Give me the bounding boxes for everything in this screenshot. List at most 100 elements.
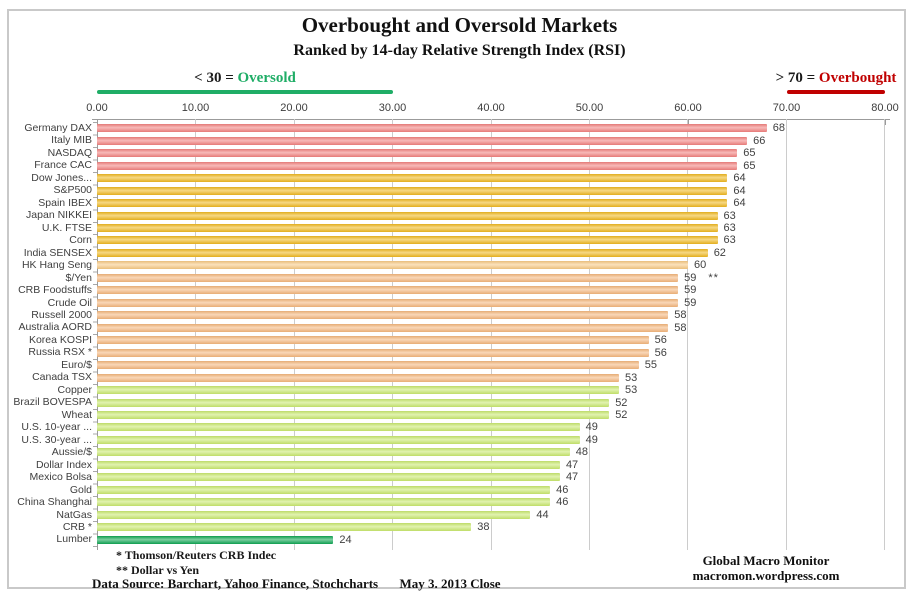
bar-value-number: 64 [733, 172, 746, 185]
row-label: CRB * [62, 520, 92, 533]
bar [97, 124, 767, 133]
chart-row: NASDAQ 65 [8, 147, 885, 159]
chart-row: Corn 63 [8, 234, 885, 246]
bar-value-number: 47 [565, 471, 579, 484]
bar [97, 485, 551, 494]
bar-value-number: 52 [615, 396, 628, 409]
row-label: Crude Oil [47, 296, 92, 309]
x-axis-tick-label: 30.00 [378, 102, 407, 114]
chart-row: China Shanghai 46 [8, 496, 885, 508]
chart-row: Mexico Bolsa 47 [8, 471, 885, 483]
chart-row: Russia RSX * 56 [8, 346, 885, 359]
oversold-legend-line [97, 90, 393, 94]
date-label: May 3. 2013 Close [399, 576, 501, 591]
bar-value: 64 [733, 172, 757, 184]
row-track: 46 [97, 496, 885, 508]
bar-value-number: 53 [625, 384, 638, 397]
bar-value-number: 63 [723, 221, 736, 234]
bar [97, 174, 728, 183]
row-track: 38 [97, 521, 885, 533]
row-track: 62 [97, 247, 885, 259]
bar-value: 64 [733, 197, 757, 209]
chart-row: Copper 53 [8, 384, 885, 396]
bar-value-number: 64 [733, 197, 746, 210]
row-label: NASDAQ [47, 146, 92, 159]
row-label: CRB Foodstuffs [18, 284, 92, 297]
row-track: 59 [97, 284, 885, 296]
row-label: U.S. 30-year ... [21, 433, 92, 446]
bar [97, 311, 669, 320]
x-axis-tick-label: 40.00 [477, 102, 505, 114]
row-track: 47 [97, 459, 885, 471]
row-label: Canada TSX [32, 371, 92, 384]
chart-row: CRB * 38 [8, 521, 885, 533]
bar [97, 398, 610, 407]
bar [97, 336, 649, 345]
row-label: Wheat [61, 408, 92, 421]
bar [97, 248, 708, 257]
gridline [687, 119, 689, 550]
chart-row: HK Hang Seng 60 [8, 259, 885, 271]
row-track: 52 [97, 409, 885, 421]
bar-value: 59 [684, 297, 708, 309]
row-track: 65 [97, 147, 885, 159]
chart-row: Wheat 52 [8, 409, 885, 421]
chart-row: NatGas 44 [8, 509, 885, 521]
bar-value: 46 [556, 484, 580, 496]
bar-value: 46 [556, 496, 580, 508]
bar [97, 510, 531, 519]
bar [97, 411, 610, 420]
category-axis-ticks [93, 122, 97, 548]
row-label: Brazil BOVESPA [13, 396, 92, 409]
bar-value: 49 [586, 434, 610, 446]
bar-value-number: 56 [654, 334, 667, 347]
bar-value: 24 [339, 534, 363, 546]
chart-row: Korea KOSPI 56 [8, 334, 885, 346]
row-label: Copper [57, 383, 92, 396]
row-label: France CAC [34, 159, 92, 172]
x-axis-tick-label: 0.00 [86, 102, 108, 114]
row-track: 64 [97, 197, 885, 209]
row-label: Dollar Index [35, 458, 92, 471]
row-track: 68 [97, 122, 885, 134]
bar-value: 44 [536, 509, 560, 521]
bar-value-number: 64 [733, 184, 746, 197]
row-track: 55 [97, 359, 885, 371]
x-axis-tick-label: 10.00 [181, 102, 210, 114]
bar-value: 47 [566, 471, 590, 483]
row-track: 44 [97, 509, 885, 521]
bar-value: 65 [743, 160, 767, 172]
row-label: India SENSEX [23, 246, 92, 259]
chart-row: Crude Oil 59 [8, 297, 885, 309]
row-label: Corn [69, 234, 92, 247]
bar-value: 63 [724, 234, 748, 246]
row-label: Mexico Bolsa [29, 471, 92, 484]
bar [97, 236, 718, 245]
bar-value-number: 53 [625, 371, 638, 384]
bar-value-number: 58 [674, 321, 687, 334]
bar [97, 460, 560, 469]
row-track: 65 [97, 159, 885, 172]
footnote-crb: * Thomson/Reuters CRB Indec [116, 548, 277, 562]
chart-row: Euro/$ 55 [8, 359, 885, 371]
bar [97, 186, 728, 195]
chart-subtitle: Ranked by 14-day Relative Strength Index… [293, 42, 626, 59]
row-track: 52 [97, 396, 885, 409]
chart-row: Lumber 24 [8, 533, 885, 546]
chart-row: S&P500 64 [8, 184, 885, 197]
bar-value: 56 [655, 334, 679, 346]
row-track: 46 [97, 484, 885, 496]
row-label: $/Yen [65, 271, 92, 284]
bar [97, 386, 620, 395]
data-source: Data Source: Barchart, Yahoo Finance, St… [92, 576, 379, 591]
bar-value: 56 [655, 347, 679, 359]
overbought-legend-line [787, 90, 885, 94]
gridline [884, 119, 885, 550]
x-axis-tick-label: 80.00 [871, 102, 899, 114]
bar-value-number: 63 [723, 234, 736, 247]
bar-value-number: 47 [565, 458, 579, 471]
gridline [588, 119, 590, 550]
bar-value: 38 [477, 521, 501, 533]
row-label: Russell 2000 [31, 309, 92, 322]
row-label: Japan NIKKEI [26, 209, 92, 222]
